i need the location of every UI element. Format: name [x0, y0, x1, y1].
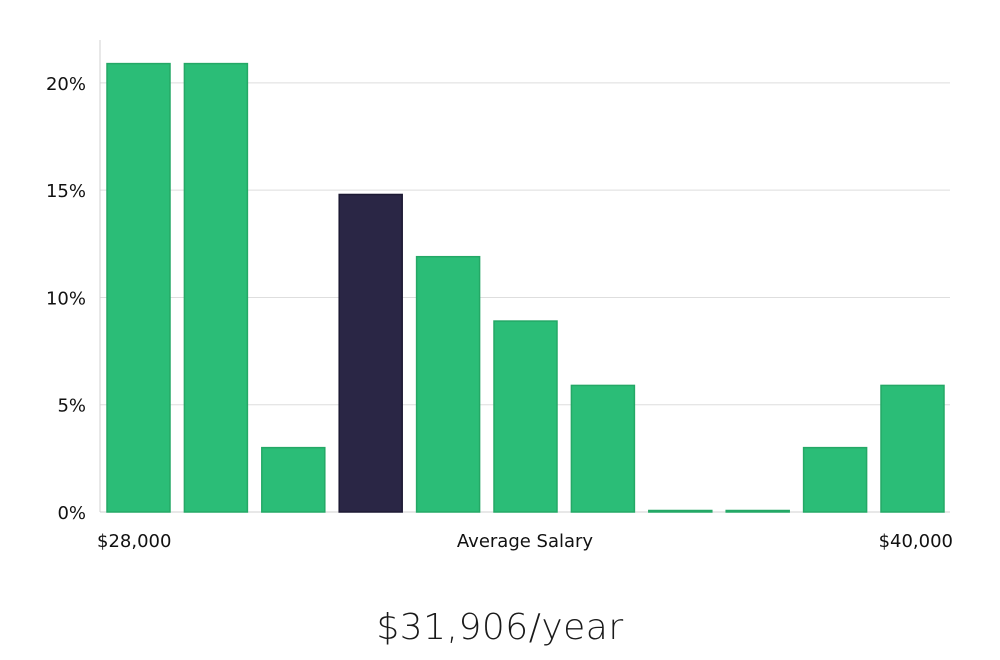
x-min-label: $28,000	[97, 531, 171, 552]
x-axis-title: Average Salary	[457, 531, 594, 552]
y-axis-ticks: 0% 5% 10% 15% 20%	[46, 74, 86, 524]
y-tick-label: 0%	[57, 503, 86, 524]
bars	[106, 62, 945, 513]
bar-2	[183, 62, 249, 513]
y-tick-label: 10%	[46, 288, 86, 309]
bar-8	[648, 509, 713, 513]
bar-7	[570, 384, 636, 513]
bar-1	[106, 62, 171, 513]
y-tick-label: 5%	[57, 396, 86, 417]
average-salary-headline: $31,906/year	[376, 607, 624, 648]
bar-3	[261, 446, 326, 513]
y-tick-label: 15%	[46, 181, 86, 202]
bar-10	[802, 446, 868, 513]
bar-6	[493, 320, 558, 513]
bar-9	[725, 509, 790, 513]
bar-5	[415, 255, 481, 513]
bar-highlight	[338, 193, 403, 513]
x-max-label: $40,000	[879, 531, 953, 552]
bar-11	[880, 384, 945, 513]
salary-histogram-chart: 0% 5% 10% 15% 20% $28,000 Average Salary $40…	[46, 40, 953, 552]
y-tick-label: 20%	[46, 74, 86, 95]
